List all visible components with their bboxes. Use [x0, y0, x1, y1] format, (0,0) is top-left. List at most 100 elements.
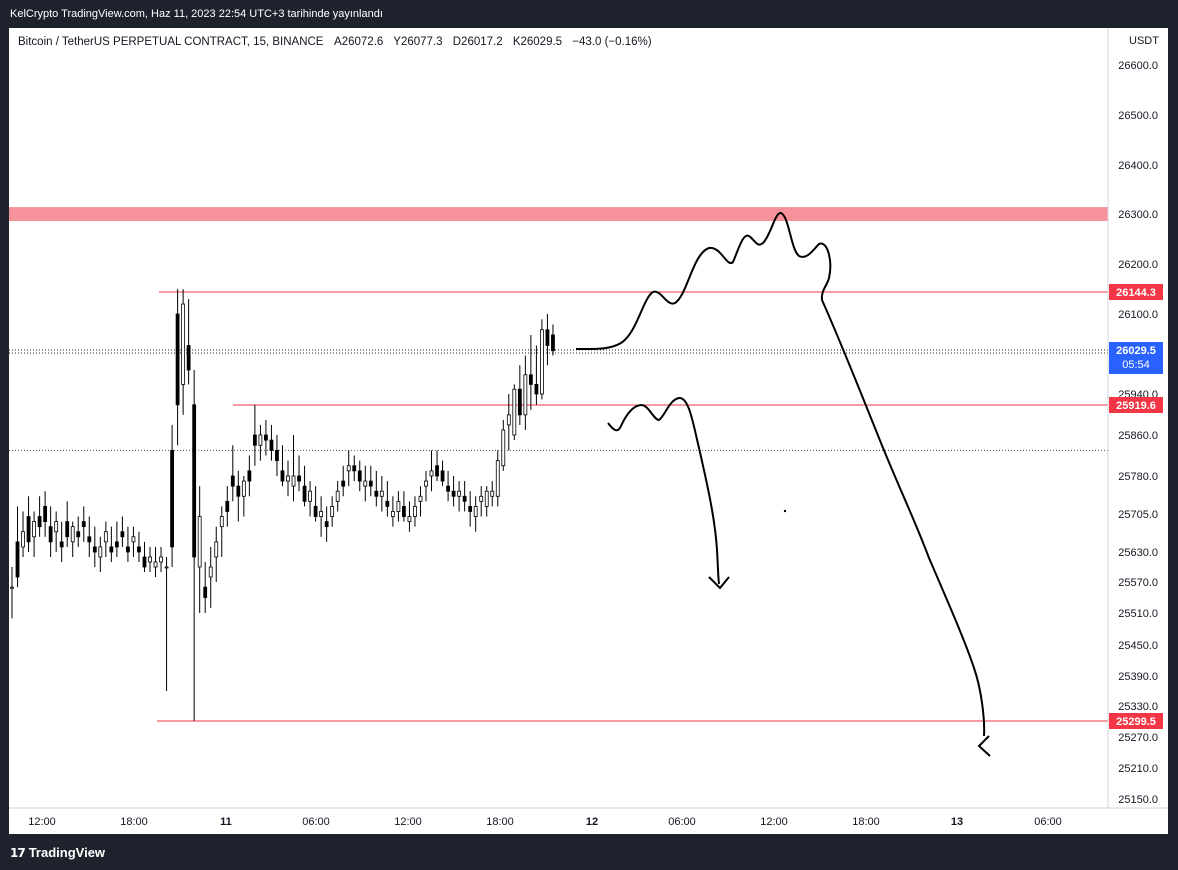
candle	[103, 521, 108, 557]
candle-body	[435, 465, 439, 477]
legend-change: −43.0 (−0.16%)	[572, 36, 651, 48]
x-tick-label: 06:00	[668, 816, 696, 828]
resistance-zone	[9, 207, 1108, 221]
candle	[429, 450, 434, 492]
candle	[545, 314, 550, 366]
candle-body	[429, 470, 434, 477]
candle	[517, 365, 522, 425]
price-chart[interactable]: Bitcoin / TetherUS PERPETUAL CONTRACT, 1…	[9, 28, 1168, 834]
candle-body	[335, 490, 340, 502]
legend-low: D26017.2	[453, 36, 503, 48]
candle-body	[517, 388, 522, 416]
candle-body	[103, 531, 108, 543]
candle	[32, 511, 36, 557]
candle-body	[175, 313, 180, 406]
candle-body	[286, 475, 290, 482]
candle	[413, 496, 417, 527]
tradingview-logo[interactable]: 17 TradingView	[10, 845, 105, 860]
candle	[175, 289, 180, 446]
candle-body	[379, 490, 384, 497]
candle-body	[186, 345, 191, 371]
candle	[109, 526, 114, 562]
candle-body	[424, 480, 428, 487]
candle	[280, 445, 285, 487]
legend-open: A26072.6	[334, 36, 383, 48]
candle-body	[126, 546, 130, 553]
candle-body	[462, 495, 467, 502]
candle-body	[313, 505, 318, 517]
candle	[534, 345, 539, 405]
candle	[159, 546, 163, 572]
candle	[126, 526, 130, 562]
candle-body	[402, 505, 406, 517]
drawn-dot	[783, 509, 787, 513]
y-tick-label: 25510.0	[1118, 608, 1158, 620]
candle	[490, 481, 495, 507]
candle-body	[302, 485, 307, 502]
candle	[335, 481, 340, 512]
candle-body	[396, 500, 401, 512]
candle-body	[523, 374, 528, 416]
x-tick-label: 12:00	[394, 816, 422, 828]
candle-body	[76, 531, 81, 538]
candle-body	[114, 541, 119, 548]
candle-body	[324, 521, 329, 528]
candle-body	[148, 556, 152, 563]
candle	[308, 481, 312, 517]
candle	[76, 516, 81, 547]
y-tick-label: 25860.0	[1118, 430, 1158, 442]
candle-body	[241, 480, 246, 497]
y-tick-label: 26500.0	[1118, 110, 1158, 122]
candle-body	[269, 439, 274, 451]
candle	[214, 526, 219, 582]
x-tick-label: 06:00	[1034, 816, 1062, 828]
candle	[37, 496, 42, 537]
candle-body	[65, 521, 70, 538]
candle	[87, 516, 92, 557]
candle	[54, 511, 59, 552]
candle	[275, 435, 279, 476]
candle	[43, 491, 48, 537]
candle	[203, 562, 208, 613]
candle-body	[540, 329, 544, 395]
candle-body	[440, 470, 445, 482]
candle-body	[512, 388, 517, 436]
candle	[418, 486, 423, 517]
candle-body	[230, 475, 235, 487]
candle	[341, 465, 346, 497]
candle-body	[374, 490, 379, 497]
candle-body	[219, 516, 224, 528]
candle	[92, 526, 97, 567]
candle	[346, 450, 351, 487]
level-label-box	[1109, 397, 1163, 413]
candle	[540, 319, 544, 400]
candle	[446, 470, 450, 502]
y-tick-label: 25210.0	[1118, 763, 1158, 775]
candle	[81, 506, 86, 542]
candle-body	[21, 531, 25, 548]
y-tick-label: 26400.0	[1118, 160, 1158, 172]
candle-body	[81, 521, 86, 528]
legend-close: K26029.5	[513, 36, 562, 48]
candle	[291, 435, 296, 502]
level-label: 26144.3	[1116, 287, 1156, 299]
candle-body	[357, 470, 362, 482]
candle-body	[501, 429, 506, 467]
footer-bar	[0, 836, 1178, 870]
candle-body	[192, 404, 197, 558]
candle-body	[120, 531, 125, 538]
candle-body	[197, 516, 202, 568]
drawn-arrow-head-left	[708, 576, 730, 590]
y-tick-label: 25150.0	[1118, 794, 1158, 806]
candle-body	[490, 490, 495, 497]
candle-body	[214, 541, 219, 558]
plot-area[interactable]	[9, 28, 1108, 834]
candle	[21, 511, 25, 557]
candle	[313, 486, 318, 522]
candle-body	[551, 334, 555, 352]
candle-body	[346, 465, 351, 472]
candle-body	[37, 516, 42, 528]
candle	[484, 486, 489, 517]
candle-body	[291, 475, 296, 487]
candle	[15, 506, 20, 588]
